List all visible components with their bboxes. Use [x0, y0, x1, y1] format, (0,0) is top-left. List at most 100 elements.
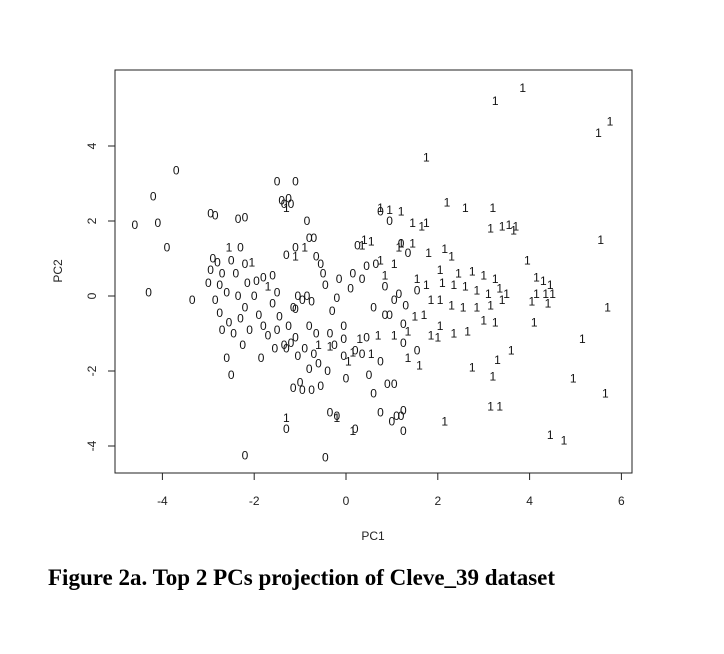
point-1: 1: [512, 220, 519, 234]
point-0: 0: [288, 336, 295, 350]
point-0: 0: [292, 330, 299, 344]
y-axis: -4 -2 0 2 4: [85, 142, 116, 451]
point-0: 0: [164, 240, 171, 254]
point-0: 0: [350, 267, 357, 281]
point-0: 0: [384, 377, 391, 391]
point-1: 1: [524, 253, 531, 267]
point-1: 1: [444, 195, 451, 209]
point-0: 0: [212, 293, 219, 307]
point-0: 0: [283, 342, 290, 356]
point-0: 0: [306, 231, 313, 245]
point-1: 1: [533, 287, 540, 301]
point-1: 1: [462, 280, 469, 294]
point-1: 1: [425, 246, 432, 260]
point-0: 0: [214, 255, 221, 269]
point-0: 0: [242, 257, 249, 271]
point-1: 1: [350, 424, 357, 438]
point-0: 0: [285, 192, 292, 206]
point-0: 0: [210, 252, 217, 266]
point-1: 1: [485, 287, 492, 301]
point-1: 1: [405, 351, 412, 365]
point-0: 0: [205, 276, 212, 290]
point-1: 1: [428, 328, 435, 342]
point-0: 0: [340, 349, 347, 363]
point-0: 0: [393, 409, 400, 423]
point-0: 0: [244, 276, 251, 290]
point-1: 1: [350, 345, 357, 359]
y-tick-label: 2: [85, 217, 99, 224]
point-1: 1: [487, 222, 494, 236]
point-1: 1: [595, 126, 602, 140]
point-0: 0: [228, 253, 235, 267]
point-1: 1: [391, 257, 398, 271]
point-1: 1: [437, 293, 444, 307]
point-1: 1: [265, 280, 272, 294]
point-0: 0: [400, 317, 407, 331]
point-1: 1: [356, 332, 363, 346]
point-1: 1: [416, 358, 423, 372]
point-1: 1: [473, 300, 480, 314]
point-1: 1: [327, 340, 334, 354]
point-0: 0: [315, 357, 322, 371]
x-axis: -4 -2 0 2 4 6: [157, 472, 625, 508]
point-0: 0: [352, 422, 359, 436]
point-0: 0: [290, 381, 297, 395]
point-0: 0: [230, 327, 237, 341]
point-0: 0: [327, 327, 334, 341]
point-0: 0: [304, 289, 311, 303]
point-1: 1: [496, 282, 503, 296]
point-0: 0: [398, 237, 405, 251]
point-0: 0: [269, 268, 276, 282]
point-0: 0: [308, 295, 315, 309]
point-0: 0: [276, 310, 283, 324]
point-1: 1: [604, 300, 611, 314]
point-1: 1: [368, 347, 375, 361]
point-0: 0: [377, 405, 384, 419]
point-0: 0: [281, 197, 288, 211]
point-1: 1: [597, 233, 604, 247]
point-1: 1: [441, 415, 448, 429]
point-0: 0: [219, 267, 226, 281]
x-tick-label: -2: [249, 494, 260, 508]
point-1: 1: [283, 411, 290, 425]
point-1: 1: [441, 242, 448, 256]
point-1: 1: [455, 267, 462, 281]
point-0: 0: [290, 300, 297, 314]
point-0: 0: [258, 351, 265, 365]
point-0: 0: [292, 240, 299, 254]
point-1: 1: [428, 293, 435, 307]
point-0: 0: [313, 250, 320, 264]
point-0: 0: [395, 287, 402, 301]
point-1: 1: [361, 233, 368, 247]
point-0: 0: [292, 302, 299, 316]
point-1: 1: [503, 287, 510, 301]
point-0: 0: [370, 300, 377, 314]
x-tick-label: -4: [157, 494, 168, 508]
point-0: 0: [242, 210, 249, 224]
point-0: 0: [405, 246, 412, 260]
point-0: 0: [359, 272, 366, 286]
point-1: 1: [494, 353, 501, 367]
point-1: 1: [391, 328, 398, 342]
point-0: 0: [239, 338, 246, 352]
point-1: 1: [421, 308, 428, 322]
point-0: 0: [352, 343, 359, 357]
point-0: 0: [216, 278, 223, 292]
point-0: 0: [372, 257, 379, 271]
point-0: 0: [391, 293, 398, 307]
point-0: 0: [265, 328, 272, 342]
point-0: 0: [322, 450, 329, 464]
point-0: 0: [382, 308, 389, 322]
point-1: 1: [414, 272, 421, 286]
point-0: 0: [301, 342, 308, 356]
point-0: 0: [363, 330, 370, 344]
point-0: 0: [251, 289, 258, 303]
point-0: 0: [150, 190, 157, 204]
point-0: 0: [306, 319, 313, 333]
point-0: 0: [377, 205, 384, 219]
point-1: 1: [480, 268, 487, 282]
point-0: 0: [327, 405, 334, 419]
point-1: 1: [492, 94, 499, 108]
point-0: 0: [253, 274, 260, 288]
point-0: 0: [288, 197, 295, 211]
